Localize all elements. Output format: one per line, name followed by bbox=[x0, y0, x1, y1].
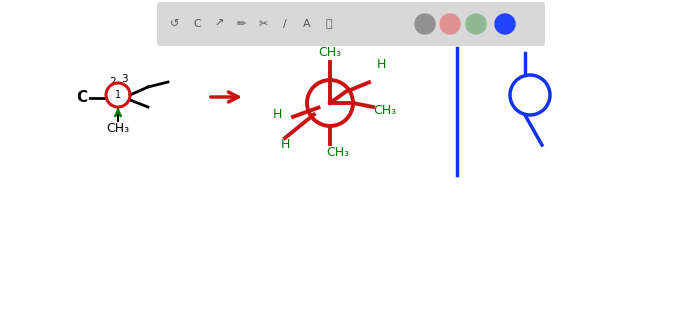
Text: H: H bbox=[280, 137, 290, 151]
Text: 3: 3 bbox=[120, 74, 127, 84]
Text: ⬜: ⬜ bbox=[326, 19, 332, 29]
Text: H: H bbox=[377, 58, 386, 71]
Text: CH₃: CH₃ bbox=[318, 45, 342, 58]
Circle shape bbox=[415, 14, 435, 34]
Circle shape bbox=[466, 14, 486, 34]
Text: 1: 1 bbox=[115, 90, 121, 100]
Text: 2: 2 bbox=[110, 77, 116, 87]
Text: C: C bbox=[193, 19, 201, 29]
Text: CH₃: CH₃ bbox=[373, 104, 397, 118]
Text: /: / bbox=[283, 19, 287, 29]
Text: A: A bbox=[303, 19, 311, 29]
Circle shape bbox=[495, 14, 515, 34]
Text: ↗: ↗ bbox=[214, 19, 224, 29]
Text: H: H bbox=[272, 108, 281, 121]
Text: ✂: ✂ bbox=[258, 19, 267, 29]
Text: C: C bbox=[76, 91, 88, 105]
Text: ↺: ↺ bbox=[170, 19, 180, 29]
Text: CH₃: CH₃ bbox=[326, 146, 349, 159]
Text: CH₃: CH₃ bbox=[106, 123, 130, 136]
Text: ✏: ✏ bbox=[237, 19, 246, 29]
FancyBboxPatch shape bbox=[157, 2, 545, 46]
Circle shape bbox=[440, 14, 460, 34]
